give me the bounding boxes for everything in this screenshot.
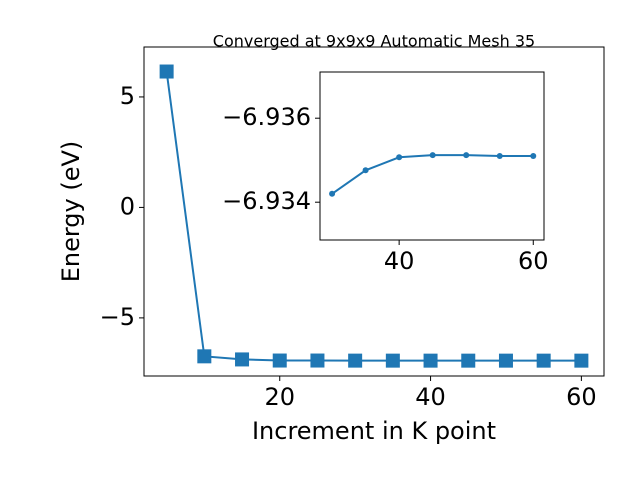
y-tick-label: −6.936 (222, 103, 311, 131)
point (574, 353, 589, 368)
chart-title: Converged at 9x9x9 Automatic Mesh 35 (213, 32, 535, 51)
point (348, 353, 363, 368)
point (235, 352, 250, 367)
point (498, 353, 513, 368)
point (496, 153, 503, 159)
point (362, 167, 369, 174)
point (385, 353, 400, 368)
y-axis-label: Energy (eV) (57, 141, 85, 283)
point (530, 153, 537, 159)
x-tick-label: 60 (518, 247, 549, 275)
point (272, 353, 287, 368)
point (429, 152, 436, 159)
point (396, 154, 403, 161)
point (463, 152, 470, 159)
y-tick-label: 0 (120, 192, 135, 220)
point (159, 64, 174, 79)
x-axis-label: Increment in K point (252, 417, 496, 445)
y-tick-label: 5 (120, 82, 135, 110)
x-tick-label: 60 (566, 383, 597, 411)
point (423, 353, 438, 368)
x-tick-label: 20 (264, 383, 295, 411)
point (329, 190, 336, 197)
point (197, 349, 212, 364)
x-tick-label: 40 (415, 383, 446, 411)
y-tick-label: −5 (100, 303, 135, 331)
point (536, 353, 551, 368)
y-tick-label: −6.934 (222, 187, 311, 215)
x-tick-label: 40 (384, 247, 415, 275)
point (461, 353, 476, 368)
point (310, 353, 325, 368)
